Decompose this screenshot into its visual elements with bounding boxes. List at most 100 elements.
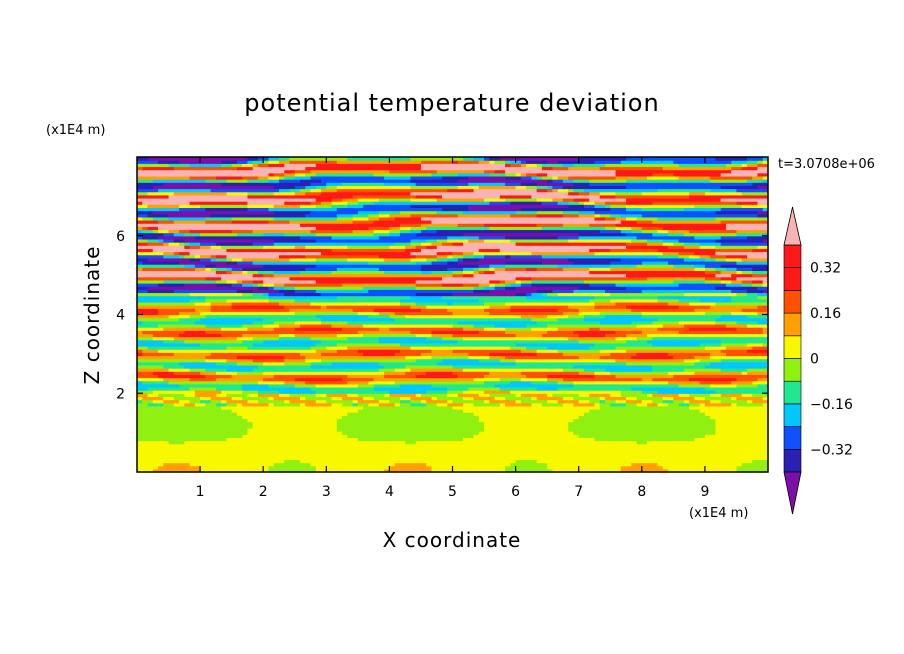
field-cell — [652, 431, 659, 435]
field-cell — [310, 431, 317, 435]
field-cell — [431, 424, 438, 429]
field-cell — [499, 412, 506, 416]
field-cell — [147, 462, 154, 467]
field-cell — [152, 399, 159, 404]
field-cell — [673, 465, 680, 470]
field-cell — [215, 405, 222, 410]
field-cell — [457, 418, 464, 423]
field-cell — [626, 421, 632, 426]
field-cell — [221, 434, 227, 438]
field-cell — [636, 431, 643, 435]
field-cell — [720, 459, 727, 464]
field-cell — [736, 456, 743, 460]
field-cell — [184, 424, 191, 429]
field-cell — [447, 402, 454, 407]
field-cell — [263, 462, 270, 467]
field-cell — [568, 399, 575, 404]
field-cell — [294, 409, 301, 413]
field-cell — [736, 437, 743, 442]
field-cell — [710, 402, 717, 407]
field-cell — [757, 402, 764, 407]
field-cell — [610, 468, 617, 472]
field-cell — [473, 421, 480, 426]
field-cell — [310, 443, 317, 448]
field-cell — [631, 453, 638, 457]
field-cell — [305, 415, 312, 420]
field-cell — [436, 393, 443, 397]
field-cell — [526, 415, 532, 420]
field-cell — [347, 412, 354, 416]
field-cell — [589, 449, 596, 454]
field-cell — [562, 402, 569, 407]
field-cell — [720, 418, 727, 423]
field-cell — [289, 393, 296, 397]
field-cell — [668, 459, 674, 464]
field-cell — [652, 437, 659, 442]
field-cell — [484, 427, 490, 432]
field-cell — [583, 446, 590, 451]
field-cell — [746, 418, 753, 423]
field-cell — [321, 453, 327, 457]
field-cell — [436, 453, 443, 457]
field-cell — [604, 418, 611, 423]
field-cell — [173, 418, 180, 423]
field-cell — [210, 465, 217, 470]
field-cell — [394, 440, 401, 445]
field-cell — [583, 437, 590, 442]
field-cell — [715, 465, 722, 470]
field-cell — [436, 424, 443, 429]
field-cell — [741, 443, 748, 448]
field-cell — [410, 440, 417, 445]
field-cell — [315, 396, 322, 401]
field-cell — [247, 431, 254, 435]
field-cell — [389, 465, 396, 470]
field-cell — [683, 459, 690, 464]
field-cell — [657, 443, 664, 448]
field-cell — [368, 412, 375, 416]
field-cell — [210, 462, 217, 467]
field-cell — [557, 418, 564, 423]
field-cell — [652, 453, 659, 457]
field-cell — [194, 421, 201, 426]
field-cell — [200, 418, 206, 423]
field-cell — [541, 415, 548, 420]
field-cell — [494, 465, 501, 470]
field-cell — [468, 446, 475, 451]
field-cell — [242, 456, 249, 460]
field-cell — [200, 390, 206, 394]
field-cell — [678, 437, 685, 442]
field-cell — [699, 459, 706, 464]
field-cell — [457, 396, 464, 401]
field-cell — [410, 412, 417, 416]
field-cell — [321, 459, 327, 464]
field-cell — [310, 459, 317, 464]
field-cell — [694, 405, 701, 410]
field-cell — [420, 434, 427, 438]
field-cell — [452, 456, 459, 460]
field-cell — [278, 402, 285, 407]
field-cell — [226, 437, 233, 442]
field-cell — [300, 390, 306, 394]
field-cell — [489, 396, 496, 401]
field-cell — [620, 434, 627, 438]
field-cell — [184, 443, 191, 448]
field-cell — [158, 409, 164, 413]
field-cell — [368, 456, 375, 460]
field-cell — [494, 449, 501, 454]
field-cell — [473, 465, 480, 470]
field-cell — [536, 437, 543, 442]
field-cell — [363, 440, 369, 445]
field-cell — [610, 443, 617, 448]
field-cell — [273, 434, 280, 438]
field-cell — [520, 453, 527, 457]
field-cell — [257, 424, 264, 429]
field-cell — [510, 437, 517, 442]
field-cell — [394, 415, 401, 420]
field-cell — [336, 465, 343, 470]
field-cell — [757, 427, 764, 432]
field-cell — [526, 405, 532, 410]
field-cell — [583, 427, 590, 432]
field-cell — [515, 465, 522, 470]
field-cell — [704, 459, 711, 464]
field-cell — [284, 421, 291, 426]
